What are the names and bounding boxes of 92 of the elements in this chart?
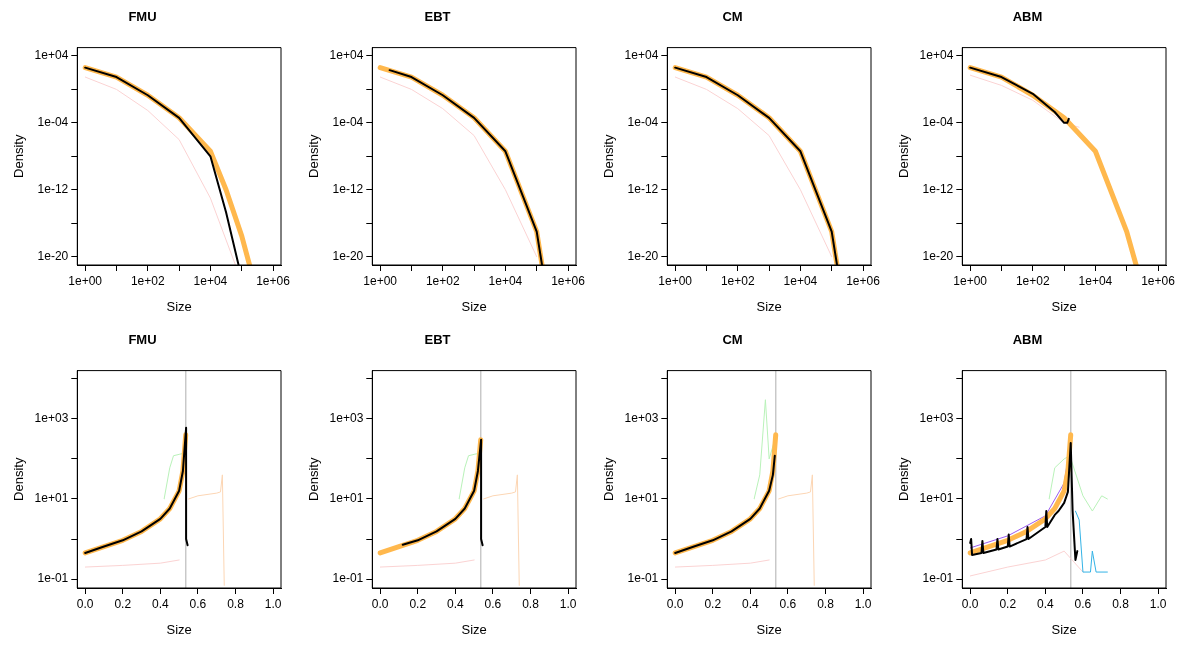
x-axis-title: Size: [756, 621, 782, 637]
x-tick-label: 1e+00: [953, 273, 988, 288]
x-axis-title: Size: [461, 621, 487, 637]
x-tick-label: 0.4: [742, 596, 760, 611]
x-tick-label: 0.0: [961, 596, 979, 611]
y-tick-label: 1e-04: [627, 115, 659, 130]
chart-title: CM: [722, 9, 743, 25]
x-tick-label: 0.6: [779, 596, 797, 611]
y-tick-label: 1e+01: [34, 491, 69, 506]
chart-title: ABM: [1012, 332, 1043, 348]
x-axis-title: Size: [1051, 298, 1077, 314]
y-tick-label: 1e+04: [919, 48, 954, 63]
x-tick-label: 0.0: [371, 596, 389, 611]
y-tick-label: 1e+01: [624, 491, 659, 506]
y-axis-title: Density: [11, 134, 27, 178]
y-axis-title: Density: [896, 457, 912, 501]
y-tick-label: 1e+03: [34, 411, 69, 426]
x-tick-label: 0.0: [666, 596, 684, 611]
x-tick-label: 1e+02: [130, 273, 165, 288]
y-tick-label: 1e-12: [922, 182, 954, 197]
x-tick-label: 1e+06: [1141, 273, 1176, 288]
x-tick-label: 1e+06: [846, 273, 881, 288]
x-tick-label: 1e+06: [551, 273, 586, 288]
x-tick-label: 0.8: [227, 596, 245, 611]
y-axis-title: Density: [11, 457, 27, 501]
y-tick-label: 1e-12: [332, 182, 364, 197]
y-tick-label: 1e-12: [627, 182, 659, 197]
x-tick-label: 0.2: [704, 596, 722, 611]
y-tick-label: 1e-01: [37, 571, 69, 586]
x-axis-title: Size: [461, 298, 487, 314]
x-tick-label: 0.2: [114, 596, 132, 611]
x-tick-label: 0.6: [484, 596, 502, 611]
y-tick-label: 1e-20: [37, 248, 69, 263]
x-tick-label: 0.0: [76, 596, 94, 611]
chart-title: EBT: [424, 332, 451, 348]
chart-title: FMU: [128, 9, 157, 25]
x-axis-title: Size: [1051, 621, 1077, 637]
x-tick-label: 1e+02: [425, 273, 460, 288]
x-tick-label: 0.2: [999, 596, 1017, 611]
x-tick-label: 1.0: [264, 596, 282, 611]
x-tick-label: 1.0: [1149, 596, 1167, 611]
x-tick-label: 0.4: [152, 596, 170, 611]
y-axis-title: Density: [306, 457, 322, 501]
y-tick-label: 1e-12: [37, 182, 69, 197]
y-tick-label: 1e-20: [627, 248, 659, 263]
y-tick-label: 1e-04: [332, 115, 364, 130]
x-tick-label: 1e+04: [488, 273, 523, 288]
x-tick-label: 1.0: [559, 596, 577, 611]
y-axis-title: Density: [601, 134, 617, 178]
x-tick-label: 1e+04: [193, 273, 228, 288]
x-tick-label: 0.8: [817, 596, 835, 611]
x-tick-label: 1e+02: [1015, 273, 1050, 288]
y-tick-label: 1e-01: [922, 571, 954, 586]
x-tick-label: 0.2: [409, 596, 427, 611]
y-axis-title: Density: [306, 134, 322, 178]
y-tick-label: 1e-20: [922, 248, 954, 263]
x-axis-title: Size: [166, 621, 192, 637]
x-tick-label: 1e+06: [256, 273, 291, 288]
x-tick-label: 0.8: [522, 596, 540, 611]
x-tick-label: 0.6: [1074, 596, 1092, 611]
x-axis-title: Size: [166, 298, 192, 314]
x-tick-label: 0.4: [1037, 596, 1055, 611]
x-tick-label: 1e+02: [720, 273, 755, 288]
y-tick-label: 1e-01: [332, 571, 364, 586]
x-tick-label: 1.0: [854, 596, 872, 611]
y-tick-label: 1e-04: [37, 115, 69, 130]
chart-title: FMU: [128, 332, 157, 348]
x-tick-label: 0.6: [189, 596, 207, 611]
y-tick-label: 1e+01: [329, 491, 364, 506]
chart-title: EBT: [424, 9, 451, 25]
y-axis-title: Density: [601, 457, 617, 501]
x-tick-label: 1e+00: [68, 273, 103, 288]
y-tick-label: 1e+01: [919, 491, 954, 506]
chart-title: ABM: [1012, 9, 1043, 25]
x-tick-label: 1e+00: [363, 273, 398, 288]
x-tick-label: 1e+04: [783, 273, 818, 288]
y-tick-label: 1e+04: [624, 48, 659, 63]
y-tick-label: 1e-04: [922, 115, 954, 130]
y-tick-label: 1e+03: [329, 411, 364, 426]
y-tick-label: 1e+03: [624, 411, 659, 426]
y-tick-label: 1e-01: [627, 571, 659, 586]
y-tick-label: 1e-20: [332, 248, 364, 263]
chart-title: CM: [722, 332, 743, 348]
y-tick-label: 1e+04: [329, 48, 364, 63]
x-tick-label: 0.4: [447, 596, 465, 611]
x-axis-title: Size: [756, 298, 782, 314]
x-tick-label: 1e+00: [658, 273, 693, 288]
y-tick-label: 1e+03: [919, 411, 954, 426]
x-tick-label: 1e+04: [1078, 273, 1113, 288]
x-tick-label: 0.8: [1112, 596, 1130, 611]
y-axis-title: Density: [896, 134, 912, 178]
y-tick-label: 1e+04: [34, 48, 69, 63]
